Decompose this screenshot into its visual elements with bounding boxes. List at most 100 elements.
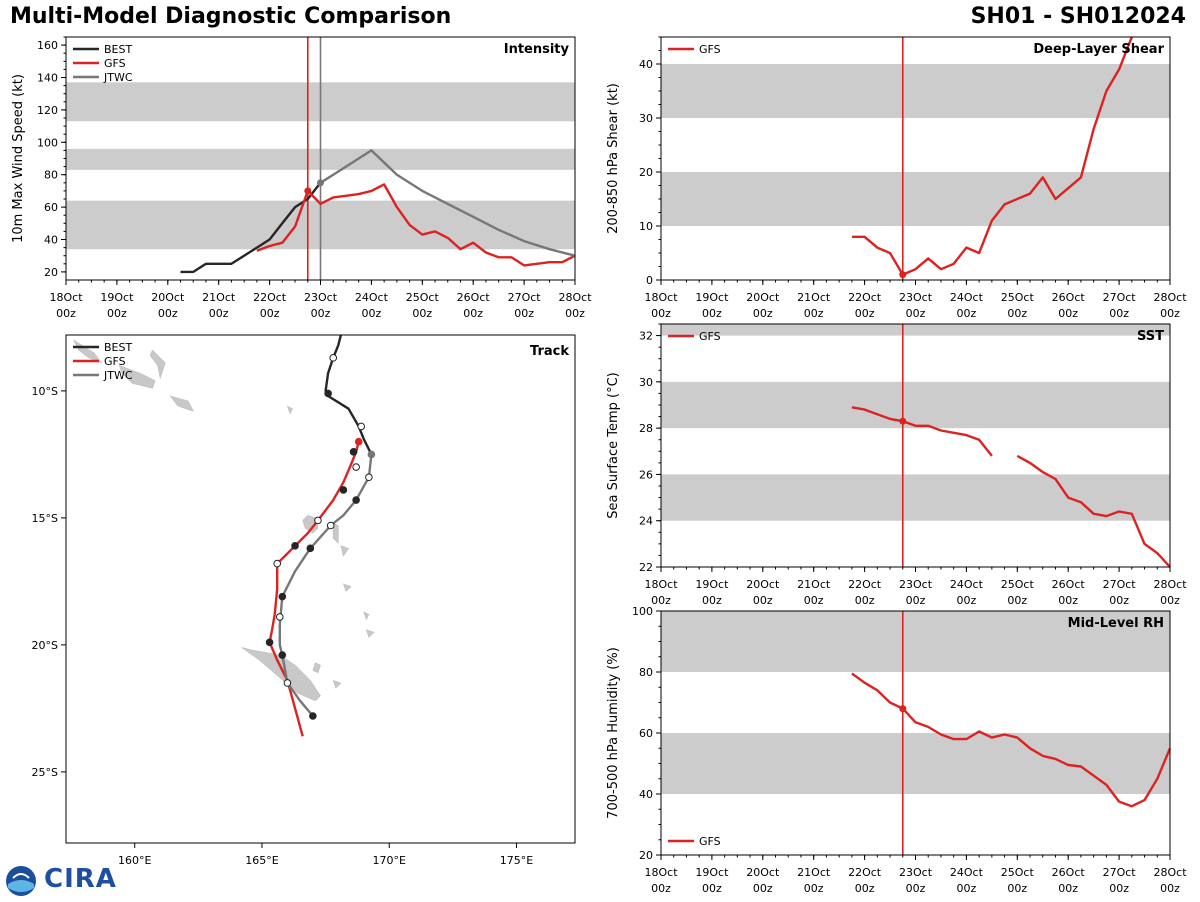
marker-gfs	[899, 417, 907, 425]
series-best	[180, 182, 322, 274]
y-axis-label: Sea Surface Temp (°C)	[606, 372, 621, 519]
lat-tick-label: 25°S	[32, 766, 58, 779]
land-shape	[332, 522, 339, 545]
track-point	[273, 559, 282, 568]
chart-shear: 0 10 20 30 40 18Oct 00z 19Oct 00z 20Oct 00z 21Oct 00…	[606, 36, 1187, 320]
marker-gfs	[899, 705, 907, 713]
land-shape	[312, 662, 321, 674]
track-point	[275, 613, 284, 621]
land-shape	[332, 679, 342, 689]
threshold-band	[661, 611, 1170, 672]
track-gfs	[268, 441, 360, 737]
land-shape	[118, 364, 156, 389]
cira-logo: CIRA	[4, 864, 117, 898]
legend-label-gfs: GFS	[699, 43, 721, 56]
y-tick-label: 10	[639, 220, 653, 233]
track-point	[352, 463, 360, 471]
y-tick-label: 22	[639, 561, 653, 574]
land-shape	[340, 545, 349, 557]
x-tick-sublabel: 00z	[565, 307, 585, 320]
y-tick-label: 80	[44, 169, 58, 182]
x-tick-sublabel: 00z	[651, 594, 671, 607]
lat-tick-label: 10°S	[32, 385, 58, 398]
x-tick-sublabel: 00z	[1007, 594, 1027, 607]
track-point	[309, 712, 317, 720]
y-tick-label: 80	[639, 666, 653, 679]
x-tick-label: 26Oct	[1052, 291, 1086, 304]
x-tick-label: 26Oct	[1052, 578, 1086, 591]
x-tick-sublabel: 00z	[158, 307, 178, 320]
x-tick-sublabel: 00z	[1109, 882, 1129, 895]
legend-label-best: BEST	[104, 341, 132, 354]
track-point	[278, 651, 287, 659]
x-tick-sublabel: 00z	[463, 307, 483, 320]
x-tick-label: 24Oct	[950, 866, 984, 879]
lat-tick-label: 15°S	[32, 512, 58, 525]
marker-gfs	[899, 271, 907, 279]
x-tick-label: 20Oct	[746, 291, 780, 304]
x-tick-label: 27Oct	[1103, 291, 1137, 304]
x-tick-label: 24Oct	[950, 578, 984, 591]
x-tick-label: 22Oct	[848, 578, 882, 591]
track-point	[365, 473, 373, 482]
x-tick-label: 28Oct	[1153, 291, 1187, 304]
series-jtwc	[319, 149, 576, 257]
y-tick-label: 30	[639, 376, 653, 389]
x-tick-sublabel: 00z	[514, 307, 534, 320]
track-point	[339, 486, 348, 494]
x-tick-label: 21Oct	[202, 291, 236, 304]
legend-label-gfs: GFS	[699, 835, 721, 848]
track-point	[357, 422, 366, 431]
x-tick-sublabel: 00z	[702, 594, 722, 607]
x-tick-label: 19Oct	[695, 578, 729, 591]
cira-logo-text: CIRA	[44, 864, 117, 894]
series-gfs	[1016, 454, 1171, 568]
track-point	[349, 448, 358, 456]
threshold-band	[661, 733, 1170, 794]
x-tick-sublabel: 00z	[1160, 882, 1180, 895]
x-tick-label: 25Oct	[1001, 291, 1035, 304]
land-shape	[149, 349, 166, 380]
x-tick-label: 21Oct	[797, 866, 831, 879]
y-tick-label: 60	[639, 727, 653, 740]
x-tick-sublabel: 00z	[209, 307, 229, 320]
chart-track: 160°E 165°E 170°E 175°E 10°S 15°S 20°S 25°S Trac…	[32, 334, 576, 867]
x-tick-label: 20Oct	[746, 578, 780, 591]
x-tick-sublabel: 00z	[1058, 307, 1078, 320]
x-tick-label: 18Oct	[49, 291, 83, 304]
chart-rh: 20 40 60 80 100 18Oct 00z 19Oct 00z 20Oct 00z 21Oct…	[606, 605, 1187, 895]
y-axis-label: 700-500 hPa Humidity (%)	[606, 647, 621, 819]
x-tick-sublabel: 00z	[311, 307, 331, 320]
track-point	[283, 679, 292, 687]
x-tick-sublabel: 00z	[855, 594, 875, 607]
land-shape	[169, 395, 194, 412]
x-tick-sublabel: 00z	[260, 307, 280, 320]
x-tick-label: 24Oct	[950, 291, 984, 304]
x-tick-label: 22Oct	[848, 291, 882, 304]
y-axis-label: 200-850 hPa Shear (kt)	[606, 83, 621, 234]
x-tick-sublabel: 00z	[1109, 307, 1129, 320]
lon-tick-label: 175°E	[500, 854, 533, 867]
series-gfs	[851, 406, 993, 457]
x-tick-label: 22Oct	[848, 866, 882, 879]
x-tick-sublabel: 00z	[651, 307, 671, 320]
x-tick-sublabel: 00z	[1160, 307, 1180, 320]
y-tick-label: 100	[37, 136, 58, 149]
x-tick-sublabel: 00z	[906, 594, 926, 607]
x-tick-label: 25Oct	[1001, 866, 1035, 879]
threshold-band	[661, 172, 1170, 226]
y-tick-label: 24	[639, 515, 653, 528]
y-tick-label: 140	[37, 72, 58, 85]
x-tick-label: 28Oct	[1153, 866, 1187, 879]
x-tick-sublabel: 00z	[753, 882, 773, 895]
axes-frame	[65, 334, 576, 844]
land-shape	[342, 583, 352, 593]
x-tick-label: 25Oct	[1001, 578, 1035, 591]
x-tick-label: 27Oct	[1103, 866, 1137, 879]
x-tick-label: 27Oct	[508, 291, 542, 304]
land-shape	[241, 647, 321, 702]
x-tick-sublabel: 00z	[702, 882, 722, 895]
x-tick-label: 26Oct	[1052, 866, 1086, 879]
y-tick-label: 20	[639, 849, 653, 862]
